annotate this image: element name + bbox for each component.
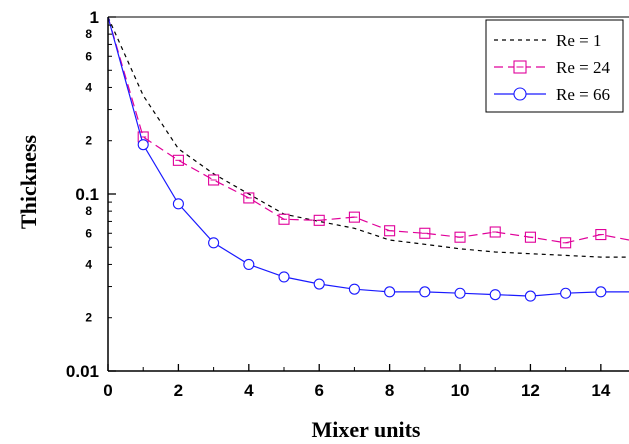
legend-label: Re = 1 bbox=[556, 31, 601, 50]
y-minor-tick-label: 6 bbox=[85, 49, 92, 63]
data-point-circle bbox=[313, 278, 325, 290]
data-point-circle bbox=[489, 289, 501, 301]
x-tick-label: 10 bbox=[451, 381, 470, 400]
y-axis-title: Thickness bbox=[16, 134, 41, 229]
x-tick-label: 12 bbox=[521, 381, 540, 400]
y-minor-tick-label: 8 bbox=[85, 204, 92, 218]
y-major-tick-label: 1 bbox=[90, 8, 99, 27]
series-line-re-66 bbox=[108, 16, 629, 297]
data-point-square bbox=[313, 214, 325, 226]
x-tick-label: 2 bbox=[174, 381, 183, 400]
y-minor-tick-label: 2 bbox=[85, 134, 92, 148]
data-point-circle bbox=[172, 198, 184, 210]
legend-box bbox=[485, 19, 624, 113]
plot-area bbox=[108, 16, 629, 302]
data-point-circle bbox=[208, 237, 220, 249]
data-point-square bbox=[595, 229, 607, 241]
data-point-square bbox=[172, 154, 184, 166]
data-point-circle bbox=[348, 283, 360, 295]
data-point-circle bbox=[384, 286, 396, 298]
x-tick-label: 8 bbox=[385, 381, 394, 400]
data-point-square bbox=[384, 225, 396, 237]
data-point-circle bbox=[243, 258, 255, 270]
data-point-circle bbox=[137, 139, 149, 151]
y-minor-tick-label: 6 bbox=[85, 226, 92, 240]
legend-label: Re = 66 bbox=[556, 85, 610, 104]
series-line-re-24 bbox=[108, 16, 629, 244]
data-point-square bbox=[419, 227, 431, 239]
data-point-square bbox=[208, 174, 220, 186]
x-tick-label: 4 bbox=[244, 381, 254, 400]
data-point-circle bbox=[454, 287, 466, 299]
data-point-circle bbox=[419, 286, 431, 298]
x-tick-label: 6 bbox=[314, 381, 323, 400]
legend-label: Re = 24 bbox=[556, 58, 610, 77]
legend-swatch-circle bbox=[513, 87, 527, 101]
x-tick-label: 0 bbox=[103, 381, 112, 400]
data-point-square bbox=[348, 211, 360, 223]
data-point-circle bbox=[560, 287, 572, 299]
data-point-square bbox=[560, 237, 572, 249]
y-major-tick-label: 0.1 bbox=[75, 185, 99, 204]
y-minor-tick-label: 8 bbox=[85, 27, 92, 41]
data-point-circle bbox=[595, 286, 607, 298]
data-point-square bbox=[454, 231, 466, 243]
data-point-square bbox=[524, 231, 536, 243]
data-point-square bbox=[278, 213, 290, 225]
y-minor-tick-label: 4 bbox=[85, 257, 92, 271]
legend: Re = 1 Re = 24 Re = 66 bbox=[485, 19, 624, 113]
y-major-tick-label: 0.01 bbox=[66, 362, 99, 381]
data-point-square bbox=[243, 192, 255, 204]
data-point-circle bbox=[524, 290, 536, 302]
data-point-square bbox=[489, 226, 501, 238]
y-minor-tick-label: 2 bbox=[85, 311, 92, 325]
x-axis-title: Mixer units bbox=[312, 417, 421, 442]
x-tick-label: 14 bbox=[591, 381, 610, 400]
data-point-circle bbox=[278, 271, 290, 283]
series-line-re-1 bbox=[108, 16, 629, 258]
y-minor-tick-label: 4 bbox=[85, 80, 92, 94]
